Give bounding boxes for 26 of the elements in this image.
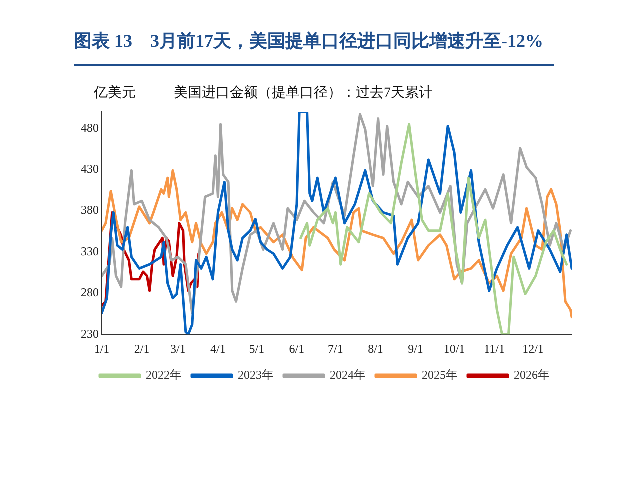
legend-label: 2023年 (238, 368, 274, 382)
x-tick-label: 4/1 (210, 342, 226, 356)
legend-label: 2026年 (514, 368, 550, 382)
legend-label: 2025年 (422, 368, 458, 382)
x-tick-label: 5/1 (249, 342, 265, 356)
y-axis-title: 亿美元 (94, 84, 137, 102)
y-tick-label: 480 (81, 120, 99, 135)
x-tick-label: 12/1 (522, 342, 544, 356)
chart-subtitle: 美国进口金额（提单口径）：过去7天累计 (174, 84, 433, 102)
y-tick-label: 280 (81, 286, 99, 300)
legend-label: 2022年 (146, 368, 182, 382)
y-tick-label: 330 (81, 244, 99, 258)
x-tick-label: 1/1 (94, 342, 110, 356)
x-tick-label: 6/1 (289, 342, 305, 356)
y-tick-label: 430 (81, 162, 99, 176)
x-tick-label: 9/1 (408, 342, 424, 356)
chart-title: 图表 13 3月前17天，美国提单口径进口同比增速升至-12% (74, 26, 554, 66)
x-tick-label: 11/1 (484, 342, 505, 356)
x-tick-label: 3/1 (170, 342, 186, 356)
x-tick-label: 10/1 (444, 342, 466, 356)
legend-label: 2024年 (330, 368, 366, 382)
x-tick-label: 7/1 (328, 342, 344, 356)
y-tick-label: 230 (81, 326, 99, 341)
y-tick-label: 380 (81, 203, 99, 218)
x-tick-label: 2/1 (134, 342, 150, 356)
x-tick-label: 8/1 (368, 342, 384, 356)
